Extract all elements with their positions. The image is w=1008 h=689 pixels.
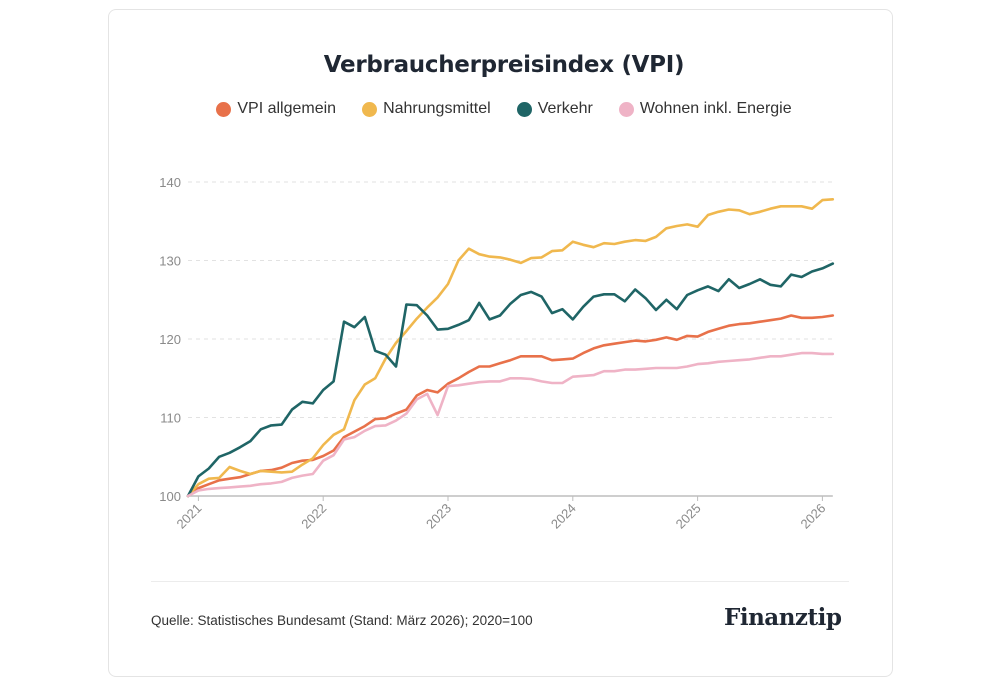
series-line [186,262,835,498]
x-tick-label: 2022 [298,501,329,532]
legend-dot-icon [362,101,378,117]
legend-label: Nahrungsmittel [383,100,491,117]
legend-item[interactable]: Wohnen inkl. Energie [618,100,792,118]
divider [151,581,849,582]
x-tick-label: 2021 [173,501,204,532]
x-tick-label: 2025 [673,501,704,532]
y-tick-label: 110 [160,411,181,426]
legend-label: Verkehr [537,100,593,117]
series-line [186,351,835,498]
legend-item[interactable]: Nahrungsmittel [362,100,491,118]
legend-label: VPI allgemein [237,100,337,117]
finanztip-logo: Finanztip [724,604,842,631]
x-tick-label: 2024 [548,501,579,532]
legend: VPI allgemein Nahrungsmittel Verkehr Woh… [0,100,1008,118]
legend-item[interactable]: Verkehr [516,100,593,118]
legend-dot-icon [216,101,232,117]
y-tick-label: 140 [159,175,181,190]
y-tick-label: 120 [159,332,181,347]
legend-item[interactable]: VPI allgemein [216,100,336,118]
series-line [186,314,835,498]
series-line [186,198,835,498]
legend-dot-icon [516,101,532,117]
y-tick-label: 100 [159,489,181,504]
legend-dot-icon [618,101,634,117]
chart-title: Verbraucherpreisindex (VPI) [323,52,685,78]
legend-label: Wohnen inkl. Energie [639,100,792,117]
source-note: Quelle: Statistisches Bundesamt (Stand: … [151,613,533,628]
y-tick-label: 130 [159,254,181,269]
chart-card [108,9,893,677]
x-tick-label: 2026 [797,501,828,532]
x-tick-label: 2023 [423,501,454,532]
